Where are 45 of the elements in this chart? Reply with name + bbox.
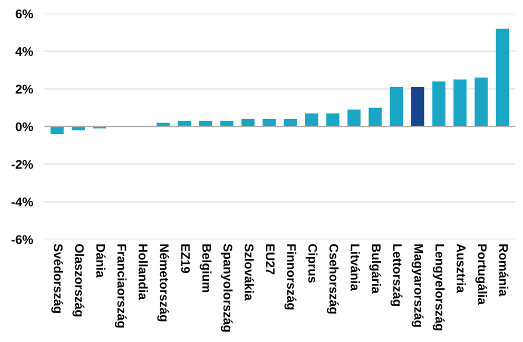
y-tick-label: -4% — [12, 198, 34, 206]
bar — [220, 120, 234, 127]
x-tick-label: Hollandia — [138, 244, 148, 300]
bar — [368, 108, 382, 127]
y-tick-label: 6% — [16, 9, 34, 18]
x-tick-label: Bulgária — [369, 244, 382, 294]
y-tick-label: 2% — [16, 84, 34, 94]
x-tick-label: Portugália — [475, 244, 488, 305]
x-tick-label: Svédország — [51, 244, 64, 313]
bar — [262, 119, 276, 127]
x-tick-label: Dánia — [96, 244, 106, 278]
y-tick-label: 4% — [15, 47, 34, 56]
bar — [347, 110, 361, 127]
bar — [326, 113, 340, 127]
bar — [411, 87, 424, 127]
x-tick-label: Olaszország — [72, 244, 84, 316]
x-tick-label: Spanyolország — [220, 244, 233, 332]
x-tick-label: Németország — [157, 244, 170, 322]
x-tick-label: Magyarország — [412, 244, 424, 327]
x-tick-label: Románia — [499, 244, 508, 296]
y-tick-label: -2% — [12, 160, 34, 169]
x-tick-label: Ausztria — [456, 244, 466, 293]
x-tick-label: Belgium — [200, 244, 212, 292]
x-tick-label: Finnország — [284, 244, 296, 310]
x-tick-label: Lengyelország — [432, 244, 445, 330]
bar — [72, 126, 85, 130]
x-tick-label: Szlovákia — [244, 244, 254, 301]
x-tick-label: Franciaország — [114, 244, 127, 328]
y-tick-label: 0% — [16, 122, 34, 132]
bar — [50, 126, 64, 134]
bar — [390, 87, 403, 127]
x-tick-label: EZ19 — [181, 244, 190, 273]
bar — [432, 81, 446, 127]
bar — [496, 28, 510, 127]
x-tick-label: Csehország — [326, 244, 339, 314]
bar — [241, 119, 255, 127]
x-tick-label: Litvánia — [350, 244, 360, 291]
y-tick-label: -6% — [12, 235, 34, 244]
bar — [474, 78, 488, 127]
bar — [453, 80, 467, 127]
bar — [284, 119, 297, 127]
x-tick-label: Ciprus — [306, 244, 318, 283]
x-tick-label: Lettország — [390, 244, 402, 306]
x-tick-label: EU27 — [266, 244, 275, 274]
bar — [305, 113, 318, 127]
